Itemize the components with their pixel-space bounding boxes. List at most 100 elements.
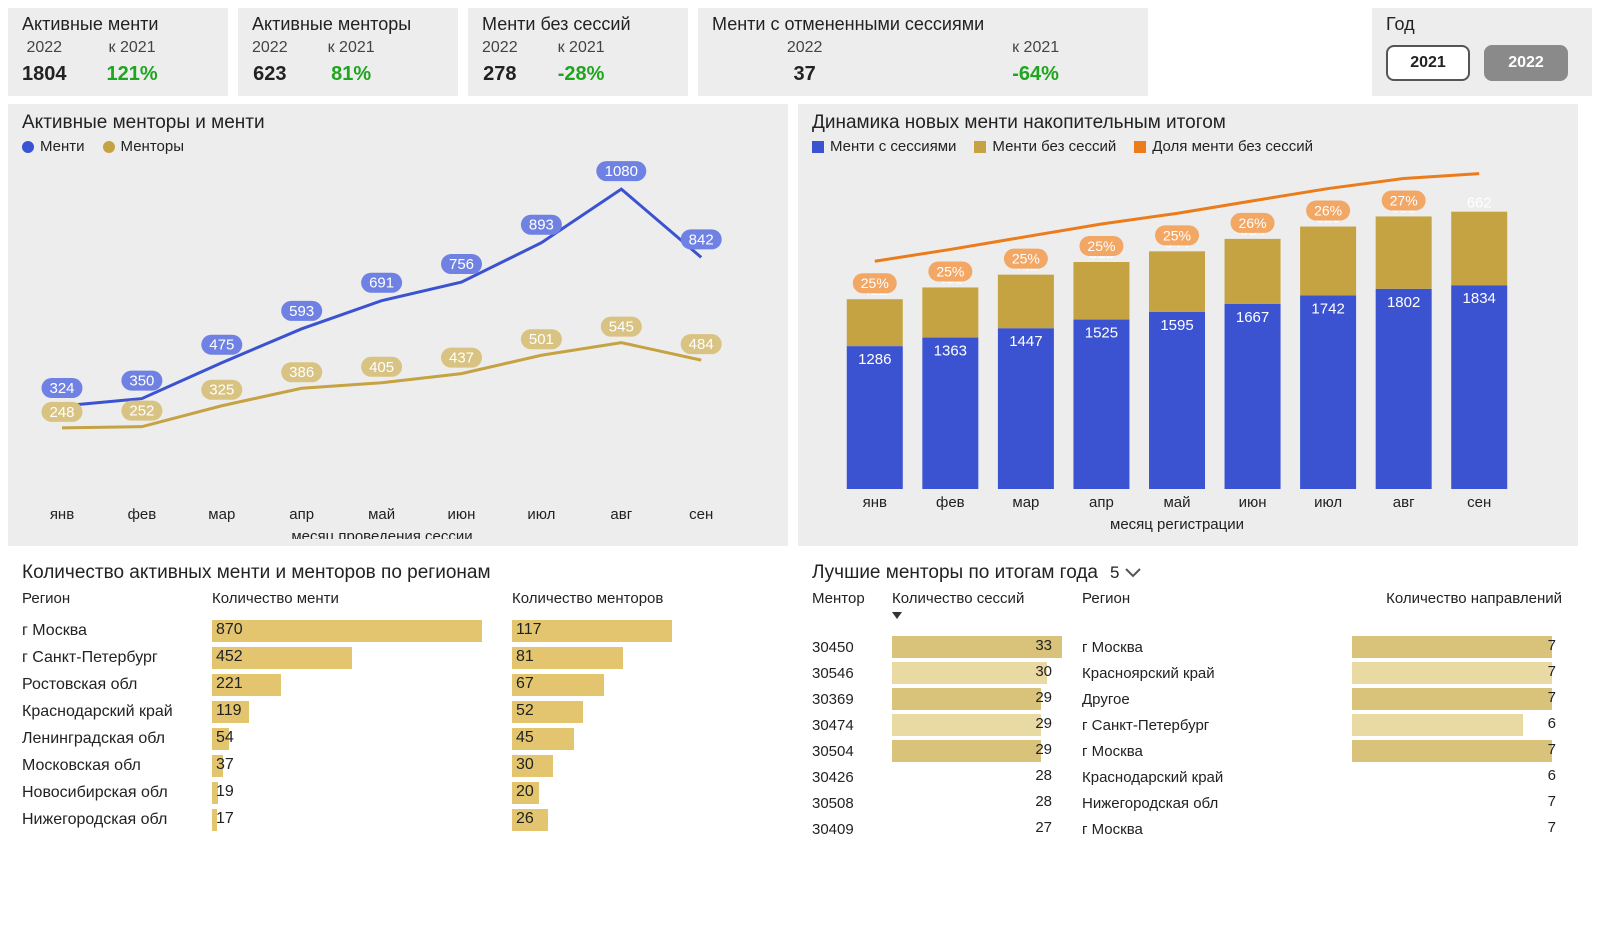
svg-text:248: 248 <box>49 404 74 421</box>
sessions-bar: 29 <box>892 714 1082 736</box>
mentor-bar-cell: 117 <box>512 620 712 642</box>
kpi-menti-cancelled: Менти с отмененными сессиями 202237 к 20… <box>698 8 1148 96</box>
svg-text:апр: апр <box>1089 494 1114 511</box>
mentor-region: г Москва <box>1082 821 1352 838</box>
svg-text:1447: 1447 <box>1009 333 1042 350</box>
table-row: Московская обл3730 <box>22 752 774 779</box>
svg-text:июл: июл <box>527 506 555 523</box>
menti-bar-cell: 37 <box>212 755 512 777</box>
dirs-bar: 7 <box>1352 636 1562 658</box>
svg-text:26%: 26% <box>1239 215 1267 231</box>
mentor-header-mentor[interactable]: Ментор <box>812 590 892 624</box>
table-row: 3045033г Москва7 <box>812 634 1564 660</box>
svg-text:893: 893 <box>529 217 554 234</box>
svg-text:1802: 1802 <box>1387 294 1420 311</box>
sort-desc-icon <box>892 612 902 620</box>
region-name: Ростовская обл <box>22 676 212 694</box>
menti-bar-cell: 119 <box>212 701 512 723</box>
top-n-selector[interactable]: 5 <box>1110 563 1141 583</box>
svg-text:фев: фев <box>128 506 157 523</box>
svg-text:545: 545 <box>609 319 634 336</box>
svg-text:593: 593 <box>289 303 314 320</box>
mentor-id: 30508 <box>812 795 892 812</box>
svg-text:691: 691 <box>369 275 394 292</box>
svg-text:янв: янв <box>863 494 887 511</box>
svg-text:252: 252 <box>129 403 154 420</box>
svg-text:июн: июн <box>448 506 476 523</box>
svg-text:апр: апр <box>289 506 314 523</box>
svg-text:756: 756 <box>449 256 474 273</box>
table-row: Ленинградская обл5445 <box>22 725 774 752</box>
region-name: г Москва <box>22 622 212 640</box>
mentor-id: 30546 <box>812 665 892 682</box>
dirs-bar: 7 <box>1352 688 1562 710</box>
mentor-header-sessions[interactable]: Количество сессий <box>892 590 1082 624</box>
menti-bar-cell: 452 <box>212 647 512 669</box>
kpi-row: Активные менти 20221804 к 2021121% Актив… <box>8 8 1592 96</box>
svg-text:авг: авг <box>610 506 632 523</box>
table-row: г Санкт-Петербург45281 <box>22 644 774 671</box>
table-row: 3050828Нижегородская обл7 <box>812 790 1564 816</box>
mentor-id: 30474 <box>812 717 892 734</box>
line-chart-legend: Менти Менторы <box>22 138 774 155</box>
stacked-chart-panel: Динамика новых менти накопительным итого… <box>798 104 1578 546</box>
menti-bar-cell: 54 <box>212 728 512 750</box>
svg-text:475: 475 <box>209 337 234 354</box>
svg-text:25%: 25% <box>1163 227 1191 243</box>
legend-sq-share <box>1134 141 1146 153</box>
svg-text:мар: мар <box>1012 494 1039 511</box>
year-option-2021[interactable]: 2021 <box>1386 45 1470 81</box>
svg-text:месяц регистрации: месяц регистрации <box>1110 516 1244 533</box>
svg-text:26%: 26% <box>1314 203 1342 219</box>
region-table-header: Регион Количество менти Количество менто… <box>22 590 774 607</box>
region-name: Ленинградская обл <box>22 730 212 748</box>
tables-row: Количество активных менти и менторов по … <box>8 554 1592 850</box>
legend-dot-menti <box>22 141 34 153</box>
mentor-id: 30369 <box>812 691 892 708</box>
line-chart: 3243504755936917568931080842248252325386… <box>22 159 774 539</box>
dirs-bar: 7 <box>1352 740 1562 762</box>
mentor-region: Краснодарский край <box>1082 769 1352 786</box>
mentor-region: Красноярский край <box>1082 665 1352 682</box>
svg-text:сен: сен <box>1467 494 1491 511</box>
svg-text:25%: 25% <box>1087 238 1115 254</box>
table-row: 3054630Красноярский край7 <box>812 660 1564 686</box>
year-filter: Год 2021 2022 <box>1372 8 1592 96</box>
table-row: 3036929Другое7 <box>812 686 1564 712</box>
mentor-bar-cell: 30 <box>512 755 712 777</box>
dirs-bar: 7 <box>1352 662 1562 684</box>
table-row: 3050429г Москва7 <box>812 738 1564 764</box>
table-row: 3040927г Москва7 <box>812 816 1564 842</box>
mentor-table-header: Ментор Количество сессий Регион Количест… <box>812 590 1564 624</box>
svg-text:1742: 1742 <box>1311 300 1344 317</box>
svg-text:1363: 1363 <box>934 343 967 360</box>
mentor-bar-cell: 81 <box>512 647 712 669</box>
kpi-active-mentors: Активные менторы 2022623 к 202181% <box>238 8 458 96</box>
mentor-table-body: 3045033г Москва73054630Красноярский край… <box>812 634 1564 842</box>
svg-text:мар: мар <box>208 506 235 523</box>
menti-bar-cell: 221 <box>212 674 512 696</box>
mentor-region: г Санкт-Петербург <box>1082 717 1352 734</box>
svg-text:сен: сен <box>689 506 713 523</box>
svg-text:1834: 1834 <box>1463 290 1496 307</box>
sessions-bar: 27 <box>892 818 1082 840</box>
menti-bar-cell: 19 <box>212 782 512 804</box>
region-name: Новосибирская обл <box>22 784 212 802</box>
mentor-bar-cell: 52 <box>512 701 712 723</box>
sessions-bar: 30 <box>892 662 1082 684</box>
region-name: Краснодарский край <box>22 703 212 721</box>
svg-text:842: 842 <box>689 231 714 248</box>
year-option-2022[interactable]: 2022 <box>1484 45 1568 81</box>
line-chart-title: Активные менторы и менти <box>22 112 774 134</box>
table-row: Нижегородская обл1726 <box>22 806 774 833</box>
svg-text:25%: 25% <box>936 263 964 279</box>
menti-bar-cell: 870 <box>212 620 512 642</box>
dirs-bar: 6 <box>1352 766 1562 788</box>
region-table-title: Количество активных менти и менторов по … <box>22 562 774 584</box>
mentor-table-title: Лучшие менторы по итогам года 5 <box>812 562 1564 584</box>
table-row: г Москва870117 <box>22 617 774 644</box>
sessions-bar: 28 <box>892 766 1082 788</box>
svg-text:1595: 1595 <box>1160 317 1193 334</box>
sessions-bar: 29 <box>892 688 1082 710</box>
mentor-id: 30426 <box>812 769 892 786</box>
